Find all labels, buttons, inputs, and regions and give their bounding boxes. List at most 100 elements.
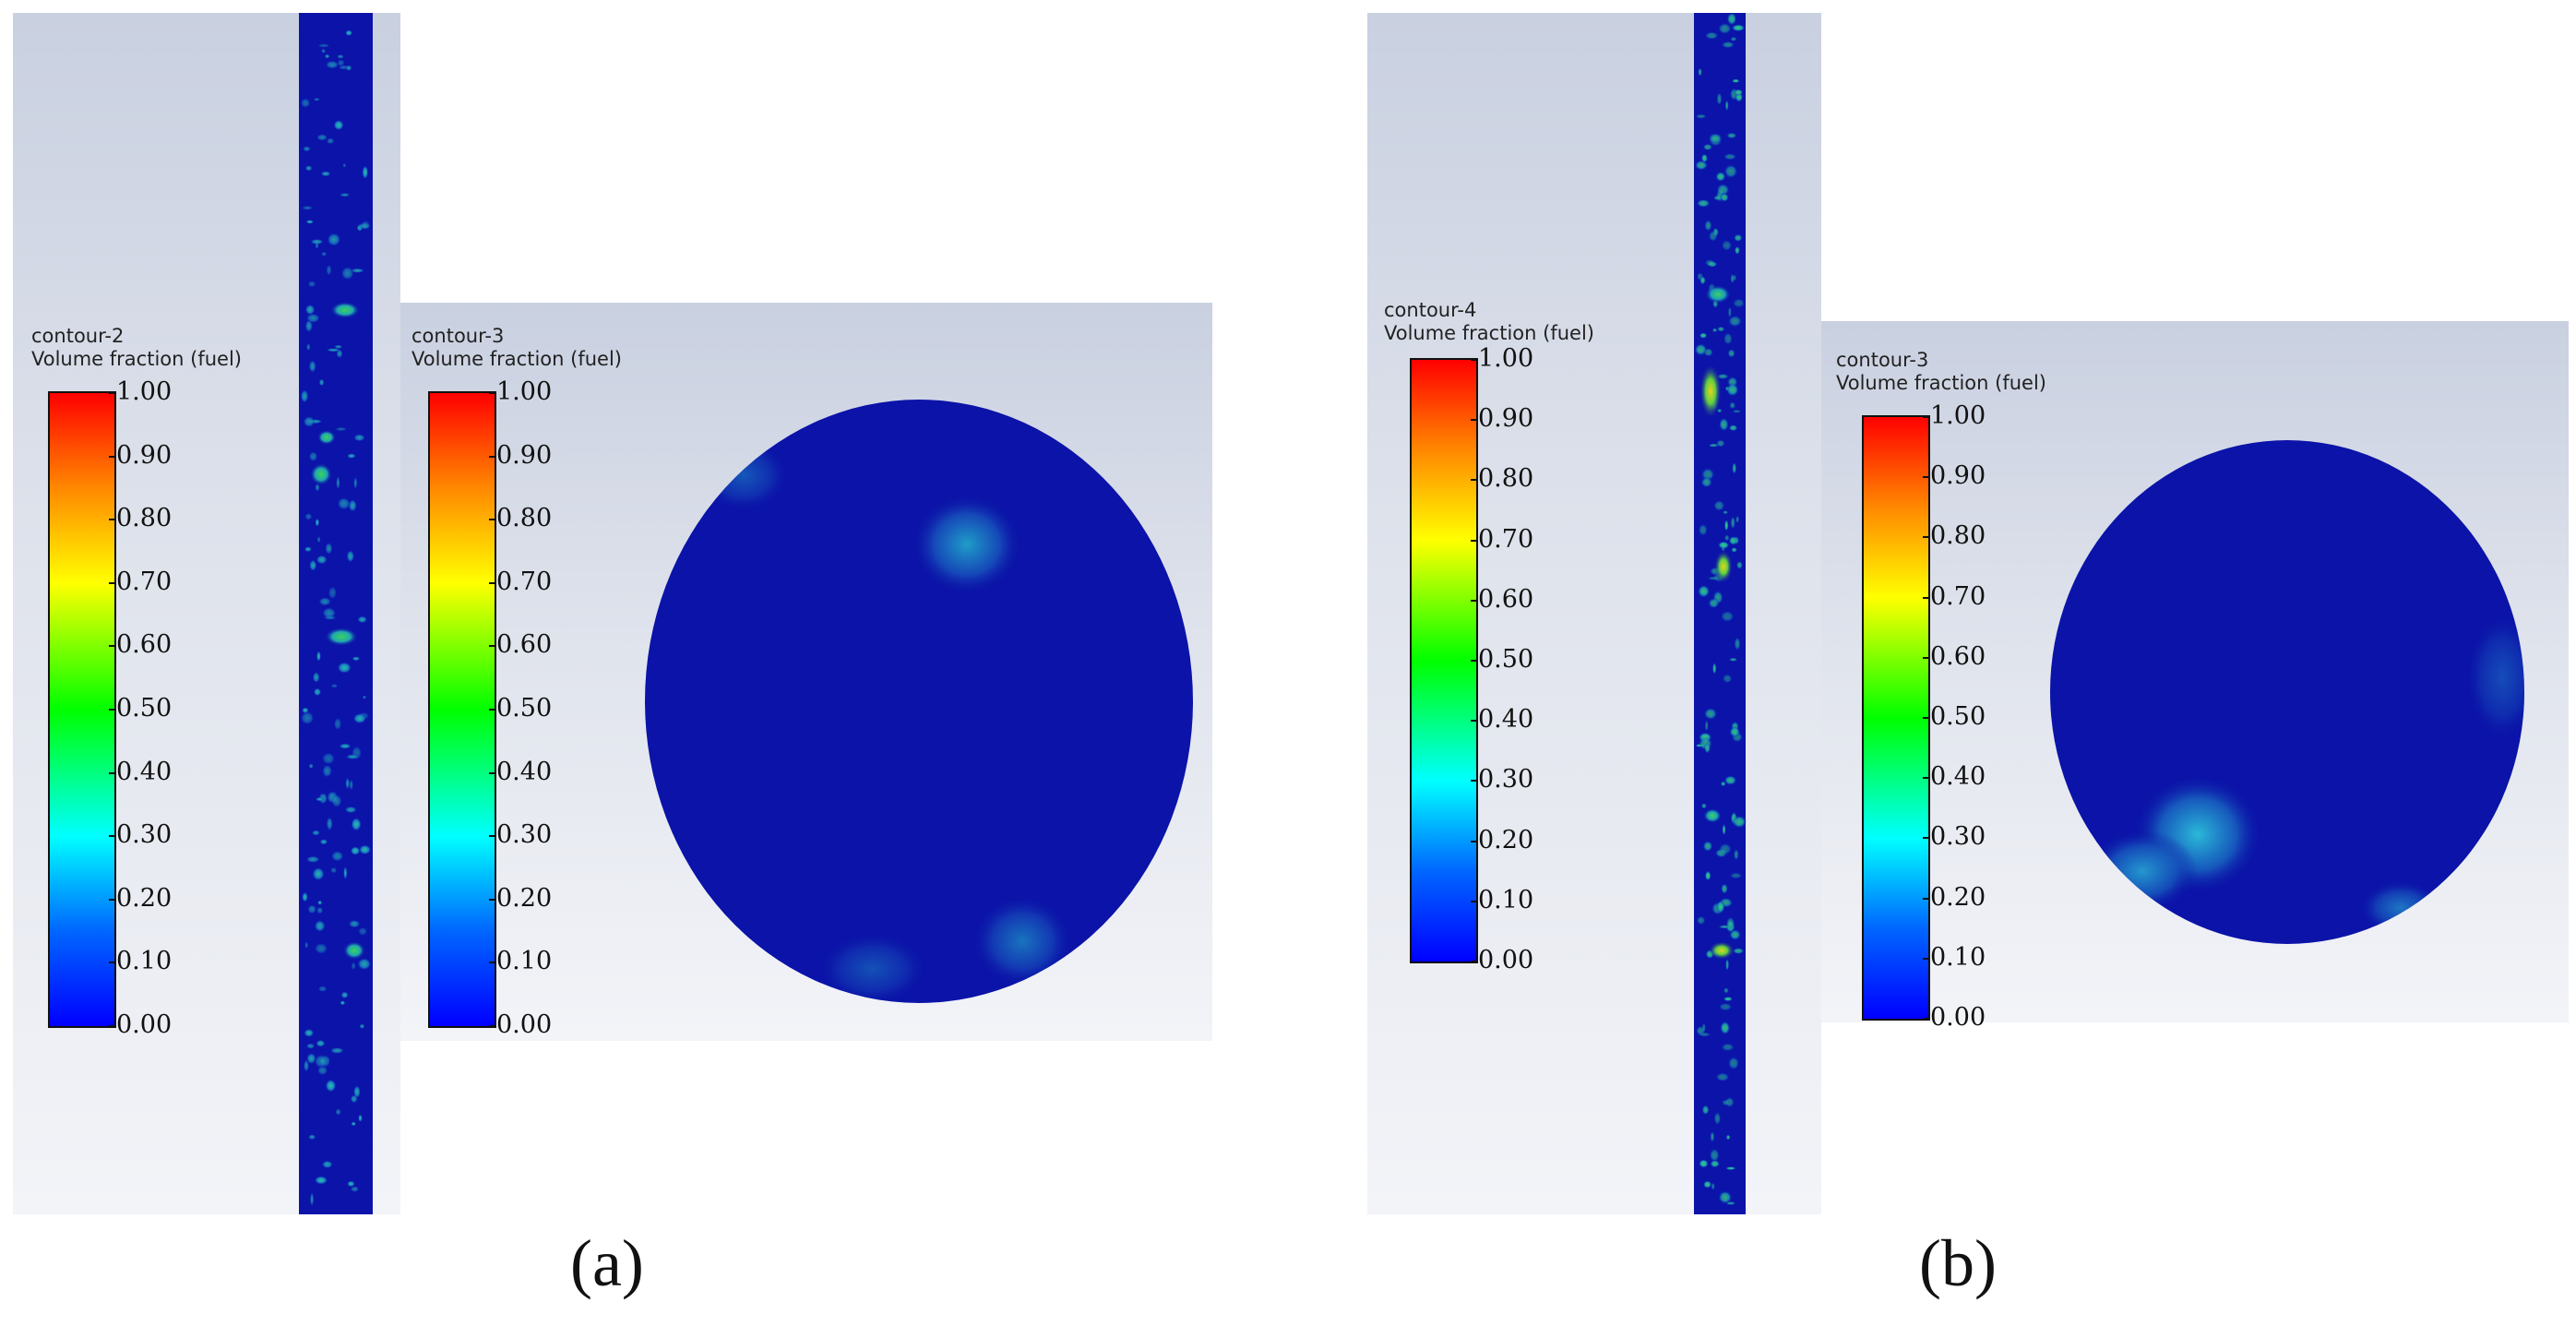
colorbar-tick-label: 0.50 <box>1922 702 1986 731</box>
legend-b-right-subtitle: Volume fraction (fuel) <box>1836 372 2046 394</box>
colorbar-tick-label: 0.30 <box>488 820 553 850</box>
fuel-droplet <box>1727 1056 1740 1070</box>
fuel-droplet <box>317 43 330 48</box>
fuel-droplet <box>350 1094 358 1104</box>
fuel-droplet <box>305 1043 316 1049</box>
colorbar-tick-label: 0.90 <box>1470 404 1534 434</box>
fuel-droplet <box>1697 584 1711 598</box>
colorbar-tick-label: 0.00 <box>108 1010 173 1039</box>
fuel-droplet <box>317 900 323 905</box>
fuel-droplet <box>304 304 316 316</box>
fuel-droplet <box>320 171 331 177</box>
fuel-droplet <box>326 264 332 276</box>
fuel-droplet <box>1694 160 1709 171</box>
fuel-droplet <box>335 426 348 432</box>
fuel-droplet <box>358 1114 363 1123</box>
fuel-droplet <box>304 941 309 950</box>
fuel-droplet <box>317 986 328 993</box>
colorbar-tick-label: 0.20 <box>488 883 553 913</box>
fuel-droplet <box>1731 24 1746 32</box>
fuel-droplet <box>1723 775 1737 785</box>
fuel-droplet <box>1732 815 1747 829</box>
fuel-droplet <box>1727 349 1735 358</box>
fuel-droplet <box>300 388 309 403</box>
fuel-droplet <box>1735 560 1743 570</box>
fuel-droplet <box>336 349 343 359</box>
colorbar-tick-label: 0.10 <box>1470 885 1534 914</box>
legend-b-left: contour-4 Volume fraction (fuel) 1.00 0.9… <box>1384 299 1596 1000</box>
colorbar-tick-label: 0.90 <box>1922 461 1986 491</box>
fuel-droplet <box>1698 1159 1710 1168</box>
fuel-droplet <box>1715 171 1726 182</box>
fuel-droplet <box>304 1028 315 1038</box>
fuel-droplet <box>1699 332 1708 339</box>
fuel-droplet <box>313 687 322 697</box>
fuel-droplet <box>339 743 352 749</box>
colorbar-tick-label: 0.50 <box>488 694 553 723</box>
fuel-droplet <box>329 866 338 874</box>
fuel-droplet <box>1729 401 1736 410</box>
fuel-droplet <box>350 846 361 855</box>
colorbar-tick-label: 0.90 <box>108 440 173 470</box>
fuel-droplet <box>326 137 335 145</box>
colorbar-tick-label: 0.10 <box>108 947 173 976</box>
fuel-droplet <box>1702 143 1713 151</box>
colorbar-a-right <box>428 391 496 1028</box>
legend-a-left-title: contour-2 <box>31 325 125 347</box>
fuel-droplet <box>321 1160 333 1169</box>
fuel-droplet <box>1732 298 1746 308</box>
fuel-droplet <box>1698 523 1708 537</box>
fuel-droplet <box>329 1046 345 1055</box>
fuel-droplet <box>1725 916 1735 929</box>
colorbar-tick-label: 0.10 <box>1922 942 1986 972</box>
fuel-droplet <box>306 342 311 352</box>
fuel-droplet <box>316 651 321 663</box>
colorbar-tick-label: 0.20 <box>1922 882 1986 912</box>
fuel-droplet <box>1708 597 1720 609</box>
colorbar-tick-label: 0.70 <box>1922 581 1986 611</box>
fuel-droplet <box>1725 958 1730 972</box>
colorbar-tick-label: 0.30 <box>1470 765 1534 794</box>
fuel-droplet <box>328 585 338 600</box>
fuel-droplet <box>350 1186 360 1192</box>
fuel-droplet <box>331 794 342 808</box>
colorbar-tick-label: 0.00 <box>1470 946 1534 974</box>
colorbar-tick-label: 0.50 <box>108 694 173 723</box>
fuel-droplet <box>321 606 337 619</box>
colorbar-tick-label: 0.90 <box>488 440 553 470</box>
fuel-droplet <box>1704 31 1719 40</box>
fuel-droplet <box>333 717 342 731</box>
fuel-droplet <box>314 1054 328 1069</box>
fuel-droplet <box>340 991 349 999</box>
colorbar-b-right <box>1862 415 1930 1021</box>
fuel-droplet <box>304 546 313 553</box>
fuel-droplet <box>1721 239 1733 252</box>
fuel-droplet <box>1704 258 1715 267</box>
colorbar-b-left <box>1410 358 1478 963</box>
fuel-droplet <box>1723 987 1729 994</box>
fuel-droplet <box>1701 1105 1710 1116</box>
fuel-droplet <box>337 59 345 67</box>
fuel-droplet <box>357 957 372 971</box>
colorbar-tick-label: 0.40 <box>108 757 173 786</box>
fuel-droplet <box>320 251 328 257</box>
fuel-droplet <box>357 926 368 937</box>
fuel-droplet <box>1717 326 1725 332</box>
legend-a-right-subtitle: Volume fraction (fuel) <box>411 348 622 370</box>
fuel-droplet <box>1726 12 1737 26</box>
fuel-droplet <box>348 498 357 512</box>
fuel-droplet <box>1720 610 1735 623</box>
colorbar-tick-label: 0.60 <box>108 630 173 660</box>
colorbar-tick-label: 1.00 <box>108 377 173 406</box>
legend-b-right: contour-3 Volume fraction (fuel) 1.00 0.9… <box>1836 349 2048 1050</box>
fuel-droplet <box>1716 91 1723 106</box>
fuel-droplet <box>315 518 320 527</box>
cross-section-a-contour <box>645 400 1193 1003</box>
fuel-droplet <box>1718 1002 1733 1011</box>
fuel-droplet <box>301 205 314 210</box>
fuel-droplet <box>345 30 353 37</box>
fuel-droplet <box>1718 1190 1733 1204</box>
fuel-droplet <box>1729 928 1742 941</box>
fuel-droplet <box>1730 273 1735 284</box>
fuel-droplet <box>1723 534 1730 542</box>
